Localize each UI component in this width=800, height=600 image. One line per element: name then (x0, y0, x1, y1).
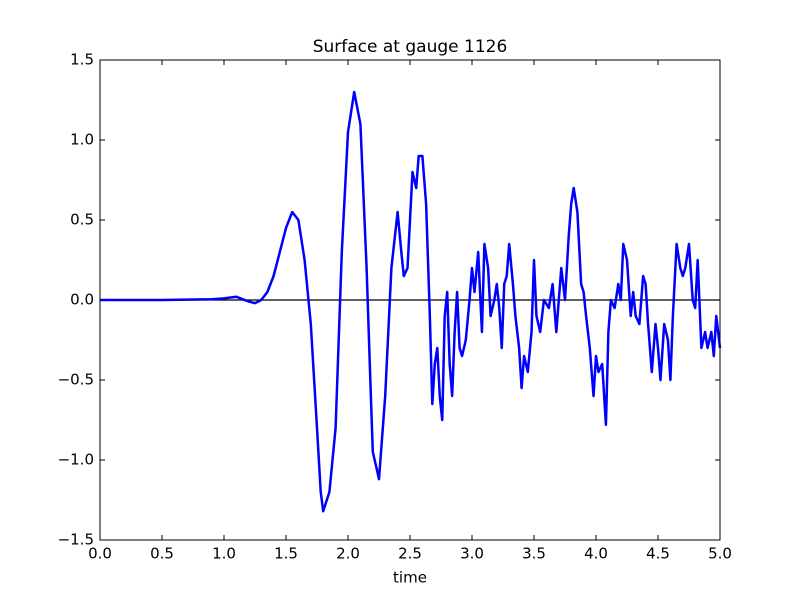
data-line (100, 90, 722, 513)
x-tick-label: 1.5 (274, 545, 298, 563)
plot-frame (99, 59, 721, 541)
x-tick-label: 0.5 (150, 545, 174, 563)
y-tick-label: −0.5 (58, 371, 94, 389)
y-tick-label: 0.0 (70, 291, 94, 309)
y-tick-label: 1.5 (70, 51, 94, 69)
x-tick-label: 4.5 (646, 545, 670, 563)
x-tick-label: 3.5 (522, 545, 546, 563)
y-tick-label: −1.5 (58, 531, 94, 549)
x-tick-label: 0.0 (88, 545, 112, 563)
x-axis-label: time (393, 569, 427, 587)
y-tick-label: 1.0 (70, 131, 94, 149)
x-tick-label: 1.0 (212, 545, 236, 563)
x-tick-label: 4.0 (584, 545, 608, 563)
x-tick-label: 5.0 (708, 545, 732, 563)
y-tick-label: 0.5 (70, 211, 94, 229)
chart-title: Surface at gauge 1126 (313, 37, 508, 57)
y-tick-label: −1.0 (58, 451, 94, 469)
x-tick-label: 2.0 (336, 545, 360, 563)
x-tick-label: 2.5 (398, 545, 422, 563)
x-tick-label: 3.0 (460, 545, 484, 563)
